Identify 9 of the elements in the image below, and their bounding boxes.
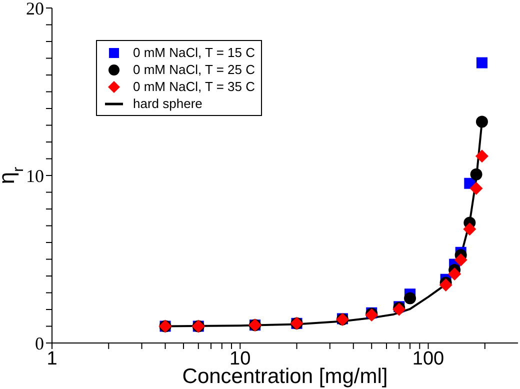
x-tick-label: 100: [412, 348, 444, 370]
y-tick-label: 0: [35, 333, 44, 354]
x-tick-label: 1: [46, 348, 58, 370]
y-tick-label: 10: [26, 166, 44, 186]
legend-label: 0 mM NaCl, T = 15 C: [133, 45, 255, 60]
legend-label: 0 mM NaCl, T = 25 C: [133, 62, 255, 77]
legend-label: 0 mM NaCl, T = 35 C: [133, 79, 255, 94]
y-tick-label: 20: [26, 0, 44, 18]
legend-label: hard sphere: [133, 96, 202, 111]
